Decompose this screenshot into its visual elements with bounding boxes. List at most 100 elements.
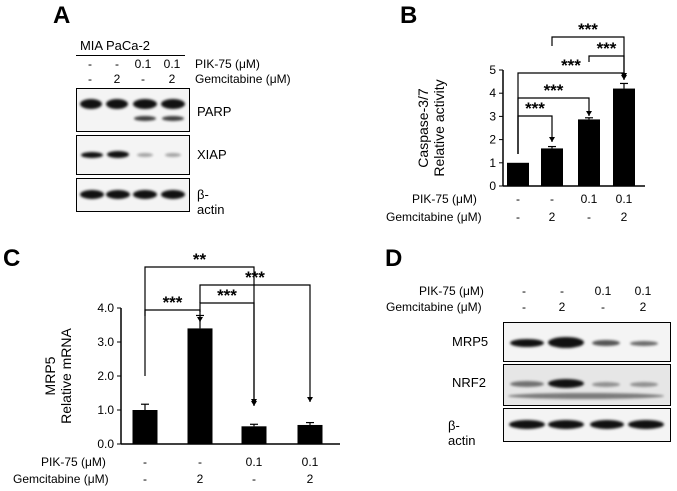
panel-c-pik-label: PIK-75 (μM) xyxy=(41,455,106,469)
panel-b-gem-4: 2 xyxy=(620,210,628,224)
bar xyxy=(507,162,529,186)
nrf2-blot xyxy=(503,364,671,406)
beta-actin-blot-d xyxy=(503,408,671,442)
panel-b-gem-2: 2 xyxy=(548,210,556,224)
significance-bracket xyxy=(517,115,553,154)
y-axis-title: Relative mRNA xyxy=(58,328,74,424)
panel-c-gem-1: - xyxy=(143,472,147,486)
panel-b-pik-4: 0.1 xyxy=(615,192,633,206)
xiap-label: XIAP xyxy=(197,147,227,162)
panel-c-gem-2: 2 xyxy=(196,472,204,486)
panel-c-gem-3: - xyxy=(252,472,256,486)
panel-d-pik-label: PIK-75 (μM) xyxy=(419,284,484,298)
parp-blot xyxy=(76,88,190,132)
bar xyxy=(541,148,563,186)
panel-b-gem-3: - xyxy=(587,210,591,224)
panel-a-gem-label: Gemcitabine (μM) xyxy=(195,72,291,86)
parp-label: PARP xyxy=(197,104,232,119)
significance-label: *** xyxy=(597,39,617,58)
mrp5-label: MRP5 xyxy=(452,334,489,349)
y-tick-label: 4 xyxy=(489,86,496,100)
significance-label: *** xyxy=(217,286,237,305)
panel-d-pik-3: 0.1 xyxy=(594,284,612,298)
significance-label: *** xyxy=(578,20,598,39)
panel-b-gem-1: - xyxy=(516,210,520,224)
beta-actin-blot-a xyxy=(76,178,190,212)
panel-d-pik-1: - xyxy=(522,284,526,298)
nrf2-label: NRF2 xyxy=(452,375,486,390)
bracket-arrow xyxy=(621,73,627,78)
panel-a-label: A xyxy=(53,2,71,29)
panel-a-cell-line-rule xyxy=(76,55,185,56)
panel-a-gem-4: 2 xyxy=(168,72,176,86)
y-tick-label: 5 xyxy=(489,63,496,77)
bracket-arrow xyxy=(197,317,203,322)
bracket-arrow xyxy=(251,399,257,404)
bracket-arrow xyxy=(307,397,313,402)
y-axis-title: Caspase-3/7 xyxy=(415,88,431,168)
significance-label: *** xyxy=(544,81,564,100)
panel-d-pik-2: - xyxy=(560,284,564,298)
bar xyxy=(132,410,158,444)
y-tick-label: 1 xyxy=(489,156,496,170)
panel-b-pik-label: PIK-75 (μM) xyxy=(412,192,477,206)
panel-b-pik-3: 0.1 xyxy=(580,192,598,206)
significance-label: *** xyxy=(163,293,183,312)
significance-bracket xyxy=(588,55,625,78)
panel-d-gem-4: 2 xyxy=(639,300,647,314)
panel-c-gem-label: Gemcitabine (μM) xyxy=(13,472,109,486)
y-axis-title: MRP5 xyxy=(42,356,58,395)
panel-b-pik-1: - xyxy=(516,192,520,206)
panel-d-gem-label: Gemcitabine (μM) xyxy=(386,300,482,314)
panel-d-gem-2: 2 xyxy=(558,300,566,314)
significance-label: ** xyxy=(193,250,207,269)
significance-bracket xyxy=(199,302,255,404)
y-tick-label: 2.0 xyxy=(97,369,114,383)
significance-label: *** xyxy=(561,56,581,75)
panel-a-pik-3: 0.1 xyxy=(134,57,152,71)
panel-d-gem-1: - xyxy=(522,300,526,314)
panel-b-pik-2: - xyxy=(550,192,554,206)
y-tick-label: 3.0 xyxy=(97,335,114,349)
significance-label: *** xyxy=(525,99,545,118)
y-tick-label: 4.0 xyxy=(97,301,114,315)
bar xyxy=(613,88,635,186)
panel-c-label: C xyxy=(3,245,21,272)
panel-a-pik-2: - xyxy=(115,57,119,71)
bar xyxy=(297,424,323,444)
beta-actin-label-d: β-actin xyxy=(448,418,476,448)
y-axis-title: Relative activity xyxy=(431,79,447,176)
y-tick-label: 0.0 xyxy=(97,437,114,451)
panel-c-pik-2: - xyxy=(198,455,202,469)
panel-c-gem-4: 2 xyxy=(306,472,314,486)
bar xyxy=(578,119,600,186)
beta-actin-label-a: β-actin xyxy=(197,187,225,217)
y-tick-label: 0 xyxy=(489,179,496,193)
panel-c-pik-4: 0.1 xyxy=(301,455,319,469)
y-tick-label: 1.0 xyxy=(97,403,114,417)
panel-a-pik-label: PIK-75 (μM) xyxy=(195,57,260,71)
panel-d-label: D xyxy=(385,245,403,272)
panel-a-gem-3: - xyxy=(141,72,145,86)
panel-a-pik-4: 0.1 xyxy=(163,57,181,71)
xiap-blot xyxy=(76,135,190,175)
panel-a-gem-2: 2 xyxy=(113,72,121,86)
panel-d-pik-4: 0.1 xyxy=(634,284,652,298)
y-tick-label: 2 xyxy=(489,133,496,147)
mrp5-blot xyxy=(503,322,671,362)
bracket-arrow xyxy=(549,137,555,142)
panel-c-pik-1: - xyxy=(143,455,147,469)
bar xyxy=(187,328,213,444)
panel-c-pik-3: 0.1 xyxy=(245,455,263,469)
bracket-arrow xyxy=(586,111,592,116)
panel-b-label: B xyxy=(400,2,418,29)
significance-bracket xyxy=(199,284,311,402)
bar xyxy=(241,426,267,444)
significance-label: *** xyxy=(245,268,265,287)
y-tick-label: 3 xyxy=(489,109,496,123)
panel-a-pik-1: - xyxy=(88,57,92,71)
panel-b-gem-label: Gemcitabine (μM) xyxy=(386,210,482,224)
panel-a-gem-1: - xyxy=(88,72,92,86)
